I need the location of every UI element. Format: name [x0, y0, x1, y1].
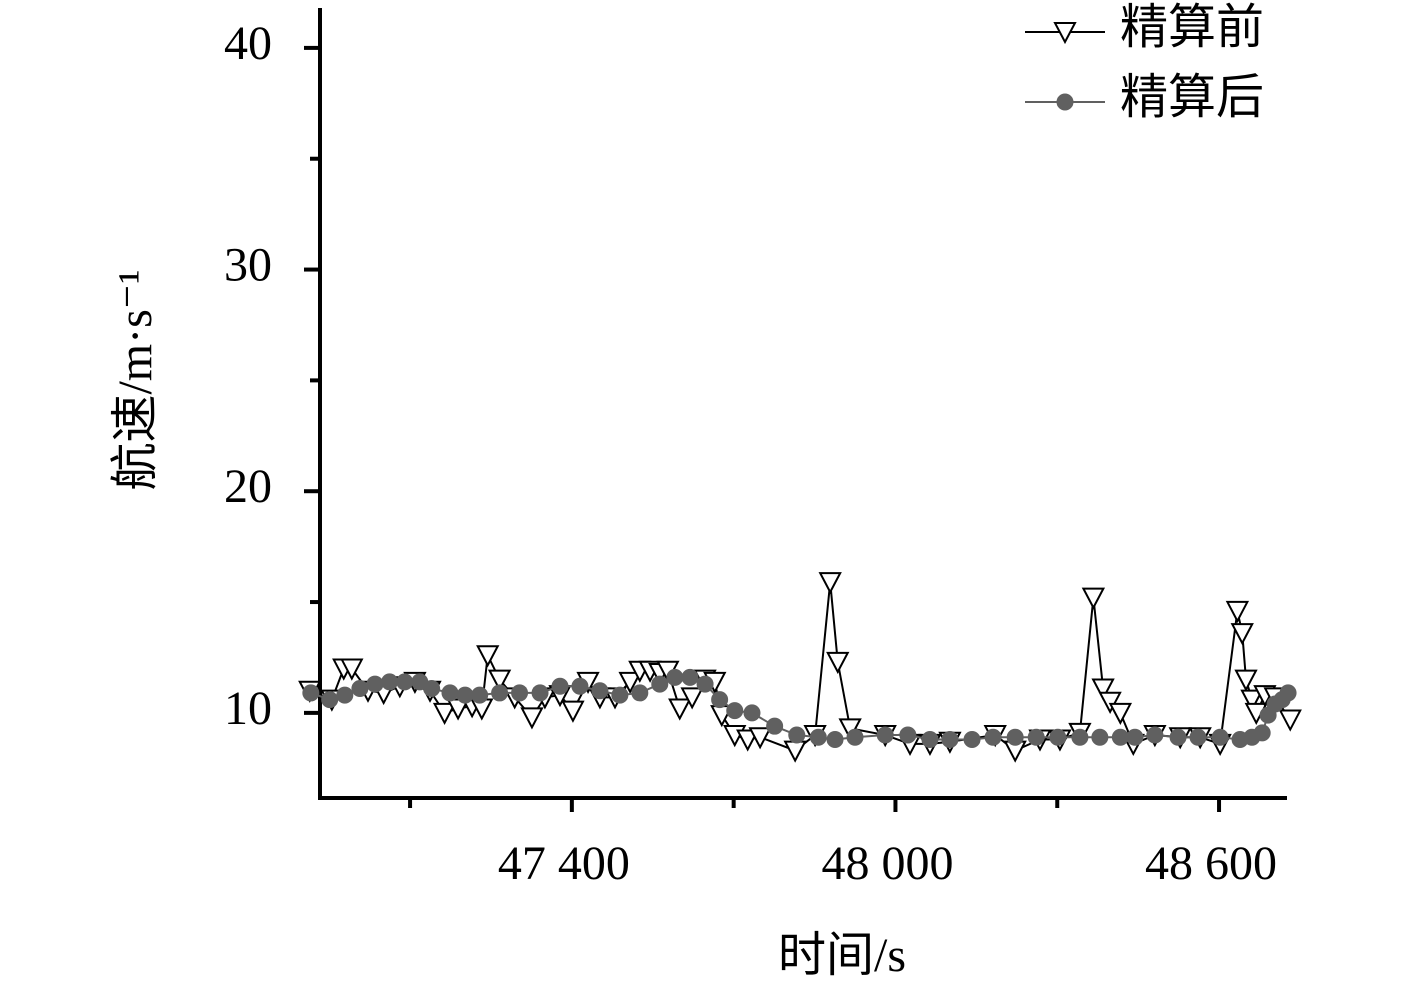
data-point	[726, 702, 744, 720]
data-point	[1240, 689, 1264, 712]
data-point	[487, 669, 512, 692]
data-point	[846, 728, 864, 746]
data-point	[571, 677, 589, 695]
x-tick-label: 48 000	[821, 837, 953, 890]
data-point	[1098, 691, 1122, 714]
data-point	[899, 726, 917, 744]
data-point	[1278, 709, 1302, 732]
data-point	[1091, 678, 1115, 701]
data-point	[748, 727, 772, 750]
data-point	[340, 658, 364, 681]
data-point	[1234, 669, 1258, 692]
data-point	[963, 730, 981, 748]
data-point	[1006, 728, 1024, 746]
data-point	[1071, 728, 1089, 746]
data-point	[941, 730, 959, 748]
x-tick-label: 47 400	[498, 837, 630, 890]
data-point	[471, 686, 489, 704]
data-point	[491, 684, 509, 702]
data-point	[1225, 600, 1250, 624]
data-point	[1126, 728, 1144, 746]
x-tick-label: 48 600	[1145, 837, 1277, 890]
data-point	[1049, 728, 1067, 746]
y-tick-label: 30	[224, 239, 272, 292]
data-point	[1091, 728, 1109, 746]
legend-label: 精算后	[1120, 71, 1264, 124]
data-point	[1169, 728, 1187, 746]
data-point	[766, 717, 784, 735]
data-point	[302, 684, 320, 702]
y-tick-label: 40	[224, 17, 272, 70]
legend-marker	[1056, 93, 1074, 111]
data-point	[476, 645, 500, 668]
data-point	[783, 740, 807, 763]
data-point	[666, 668, 684, 686]
data-point	[561, 700, 585, 723]
x-axis-label: 时间/s	[778, 929, 906, 982]
data-point	[1189, 728, 1207, 746]
data-point	[441, 684, 459, 702]
data-point	[876, 726, 894, 744]
data-point	[1111, 728, 1129, 746]
data-point	[611, 686, 629, 704]
data-point	[668, 698, 692, 721]
data-point	[1027, 728, 1045, 746]
data-point	[921, 730, 939, 748]
data-point	[681, 668, 699, 686]
data-point	[351, 679, 369, 697]
data-point	[818, 572, 842, 595]
data-point	[1081, 587, 1106, 610]
data-point	[381, 673, 399, 691]
y-axis-label: 航速/m·s⁻¹	[109, 269, 162, 490]
legend-marker	[1053, 22, 1077, 45]
y-tick-label: 20	[224, 460, 272, 513]
data-point	[618, 671, 642, 694]
data-point	[423, 679, 441, 697]
data-point	[511, 684, 529, 702]
data-point	[531, 684, 549, 702]
data-point	[456, 686, 474, 704]
data-point	[1211, 728, 1229, 746]
data-point	[826, 730, 844, 748]
data-point	[696, 675, 714, 693]
data-point	[711, 691, 729, 709]
data-point	[788, 726, 806, 744]
data-point	[1146, 726, 1164, 744]
data-point	[396, 673, 414, 691]
series-line	[309, 582, 1292, 752]
data-point	[680, 687, 704, 710]
data-point	[631, 684, 649, 702]
y-tick-label: 10	[224, 682, 272, 735]
data-point	[1253, 724, 1271, 742]
data-point	[520, 707, 544, 730]
data-point	[984, 728, 1002, 746]
data-point	[432, 702, 457, 726]
data-point	[1279, 684, 1297, 702]
data-point	[591, 682, 609, 700]
legend-label: 精算前	[1120, 1, 1264, 54]
data-point	[336, 686, 354, 704]
data-point	[366, 675, 384, 693]
data-point	[826, 651, 850, 675]
data-point	[1108, 702, 1133, 726]
data-point	[809, 728, 827, 746]
data-point	[743, 704, 761, 722]
data-point	[321, 691, 339, 709]
data-point	[551, 677, 569, 695]
data-point	[651, 675, 669, 693]
data-point	[1230, 623, 1254, 646]
